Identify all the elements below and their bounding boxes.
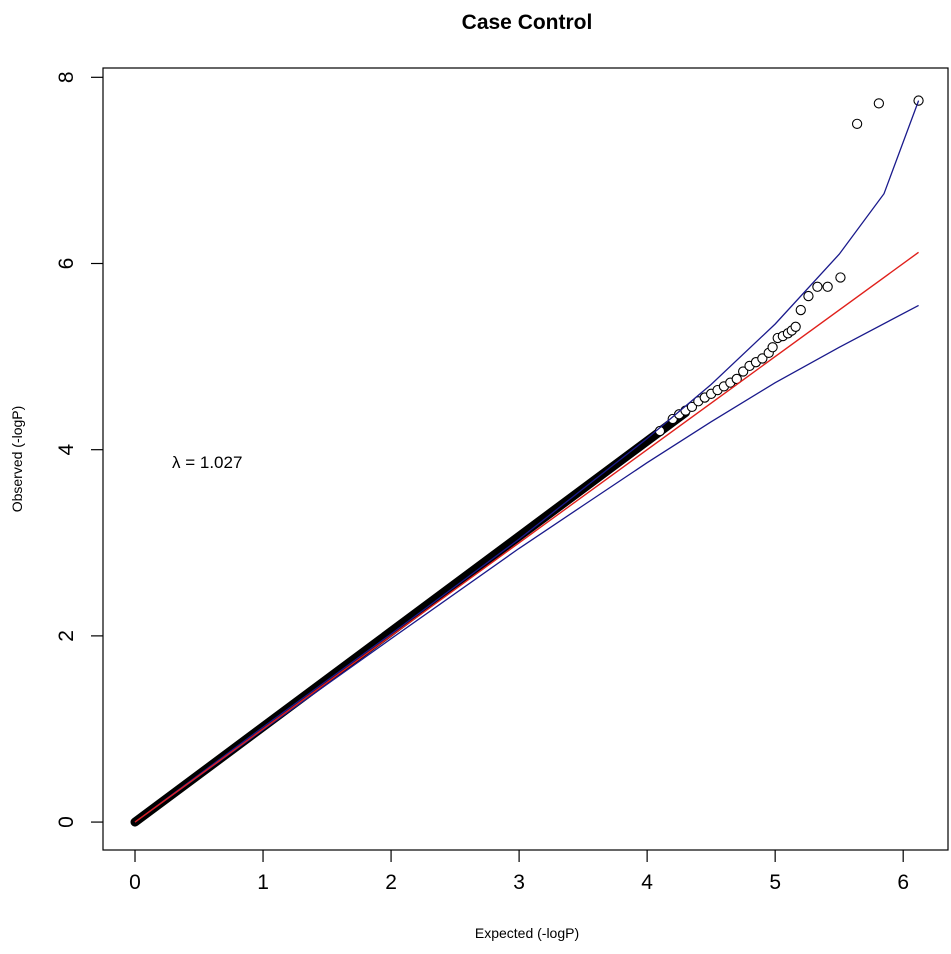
data-point [812,281,823,292]
plot-area [130,95,924,827]
data-point [738,366,749,377]
x-tick-label: 4 [641,871,653,894]
chart-title: Case Control [462,11,593,34]
x-axis-title: Expected (-logP) [475,925,579,941]
y-axis: 0 2 4 6 8 [55,71,103,828]
y-tick-label: 0 [55,816,78,828]
y-tick-label: 4 [55,444,78,456]
y-tick-label: 6 [55,258,78,270]
data-point [822,281,833,292]
x-tick-label: 2 [385,871,397,894]
data-point [790,321,801,332]
data-point [767,342,778,353]
data-point [686,401,698,413]
confidence-band-upper [134,100,920,823]
x-axis: 0 1 2 3 4 5 6 [129,850,909,894]
data-point [851,118,863,130]
x-tick-label: 1 [257,871,269,894]
data-point [795,304,806,316]
data-point [835,272,846,283]
x-tick-label: 5 [769,871,781,894]
y-tick-label: 8 [55,71,78,83]
x-tick-label: 0 [129,871,141,894]
data-point [757,353,768,364]
data-point [731,373,742,385]
x-tick-label: 3 [513,871,525,894]
lambda-annotation: λ = 1.027 [172,453,242,472]
confidence-band-lower [134,304,919,823]
x-tick-label: 6 [897,871,909,894]
plot-frame [102,67,949,851]
data-point [803,290,814,302]
y-axis-title: Observed (-logP) [9,406,25,513]
data-point [873,98,885,109]
reference-line [134,251,919,823]
y-tick-label: 2 [55,630,78,642]
